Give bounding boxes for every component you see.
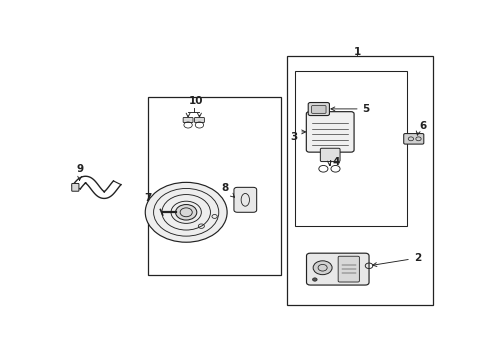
Bar — [148, 97, 280, 275]
Bar — [286, 56, 432, 305]
FancyBboxPatch shape — [403, 134, 423, 144]
Text: 4: 4 — [331, 157, 339, 167]
FancyBboxPatch shape — [311, 105, 325, 113]
Circle shape — [175, 204, 196, 220]
Text: 2: 2 — [372, 253, 420, 266]
FancyBboxPatch shape — [233, 187, 256, 212]
FancyBboxPatch shape — [305, 112, 353, 152]
Text: 7: 7 — [143, 193, 151, 203]
Circle shape — [312, 261, 331, 275]
Text: 10: 10 — [188, 96, 203, 107]
Text: 5: 5 — [330, 104, 369, 114]
FancyBboxPatch shape — [72, 184, 79, 191]
Text: 9: 9 — [76, 164, 83, 180]
Text: 3: 3 — [289, 132, 297, 143]
FancyBboxPatch shape — [183, 117, 193, 122]
Text: 1: 1 — [353, 46, 360, 57]
Text: 6: 6 — [419, 121, 426, 131]
Bar — [295, 71, 407, 226]
FancyBboxPatch shape — [338, 256, 359, 282]
FancyBboxPatch shape — [320, 148, 339, 162]
FancyBboxPatch shape — [194, 117, 204, 122]
FancyBboxPatch shape — [307, 103, 329, 116]
Circle shape — [312, 278, 317, 281]
Text: 8: 8 — [221, 184, 234, 197]
Circle shape — [145, 183, 226, 242]
FancyBboxPatch shape — [306, 253, 368, 285]
